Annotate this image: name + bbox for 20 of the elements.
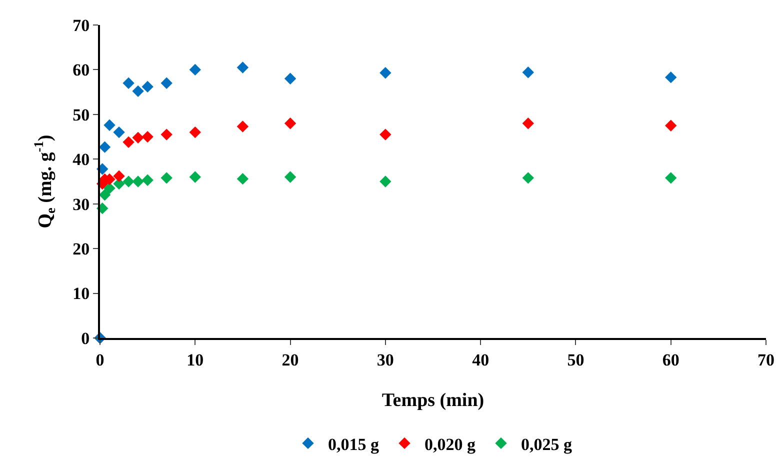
x-tick-label: 0 <box>96 350 104 370</box>
legend-label: 0,020 g <box>424 434 476 454</box>
x-axis-title: Temps (min) <box>382 390 484 411</box>
y-tick-label: 40 <box>72 150 90 170</box>
x-tick-label: 60 <box>662 350 680 370</box>
x-tick-label: 50 <box>567 350 584 370</box>
y-tick-label: 20 <box>72 240 90 259</box>
y-tick-label: 50 <box>72 105 90 124</box>
legend-label: 0,025 g <box>521 434 572 454</box>
y-tick-label: 60 <box>72 60 90 80</box>
y-tick-label: 70 <box>72 16 90 35</box>
x-tick-label: 10 <box>186 350 204 370</box>
x-tick-label: 30 <box>376 350 394 370</box>
y-tick-label: 0 <box>81 328 90 348</box>
x-tick-label: 40 <box>472 350 490 370</box>
x-tick-label: 70 <box>758 350 774 370</box>
y-tick-label: 30 <box>72 194 90 214</box>
x-tick-label: 20 <box>282 350 299 370</box>
y-tick-label: 10 <box>72 284 90 304</box>
legend-label: 0,015 g <box>328 434 380 454</box>
